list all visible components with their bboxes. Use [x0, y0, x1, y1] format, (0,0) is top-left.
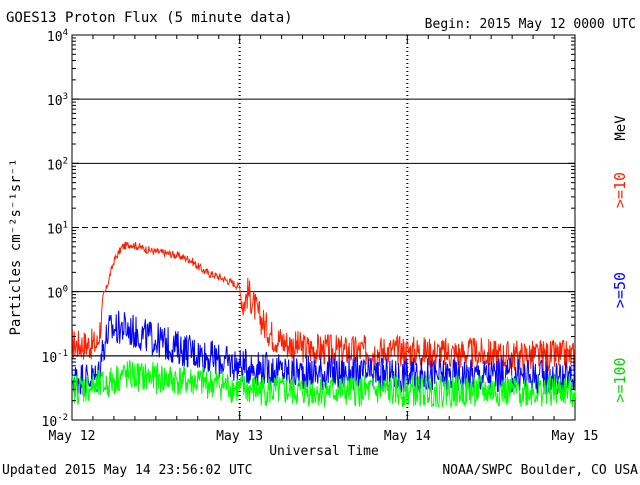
unit-label: MeV	[613, 115, 629, 141]
series-50mev-line	[71, 310, 576, 396]
y-tick-label: 101	[47, 221, 68, 238]
legend-label-50mev: >=50	[611, 272, 629, 308]
series-10mev-line	[71, 241, 576, 374]
credit-text: NOAA/SWPC Boulder, CO USA	[442, 463, 638, 478]
data-series	[71, 241, 576, 409]
y-tick-label: 100	[47, 285, 68, 302]
begin-date: Begin: 2015 May 12 0000 UTC	[425, 17, 636, 32]
updated-timestamp: Updated 2015 May 14 23:56:02 UTC	[2, 463, 252, 478]
x-tick-label: May 14	[384, 429, 431, 444]
y-tick-label: 10-1	[42, 349, 69, 366]
legend-label-100mev: >=100	[611, 357, 629, 402]
x-tick-label: May 12	[49, 429, 96, 444]
y-tick-label: 103	[47, 92, 68, 109]
y-axis-label: Particles cm⁻²s⁻¹sr⁻¹	[8, 158, 24, 335]
x-axis-ticks: May 12 May 13 May 14 May 15	[49, 35, 599, 444]
x-axis-label: Universal Time	[269, 444, 379, 459]
chart-title: GOES13 Proton Flux (5 minute data)	[6, 10, 293, 26]
x-tick-label: May 13	[216, 429, 263, 444]
y-tick-label: 10-2	[42, 413, 69, 430]
x-tick-label: May 15	[552, 429, 599, 444]
y-tick-label: 104	[47, 28, 68, 45]
y-tick-label: 102	[47, 156, 68, 173]
legend-label-10mev: >=10	[611, 172, 629, 208]
series-100mev-line	[71, 359, 576, 409]
y-axis-ticks: 10-2 10-1 100 101 102 103 104	[42, 28, 575, 430]
